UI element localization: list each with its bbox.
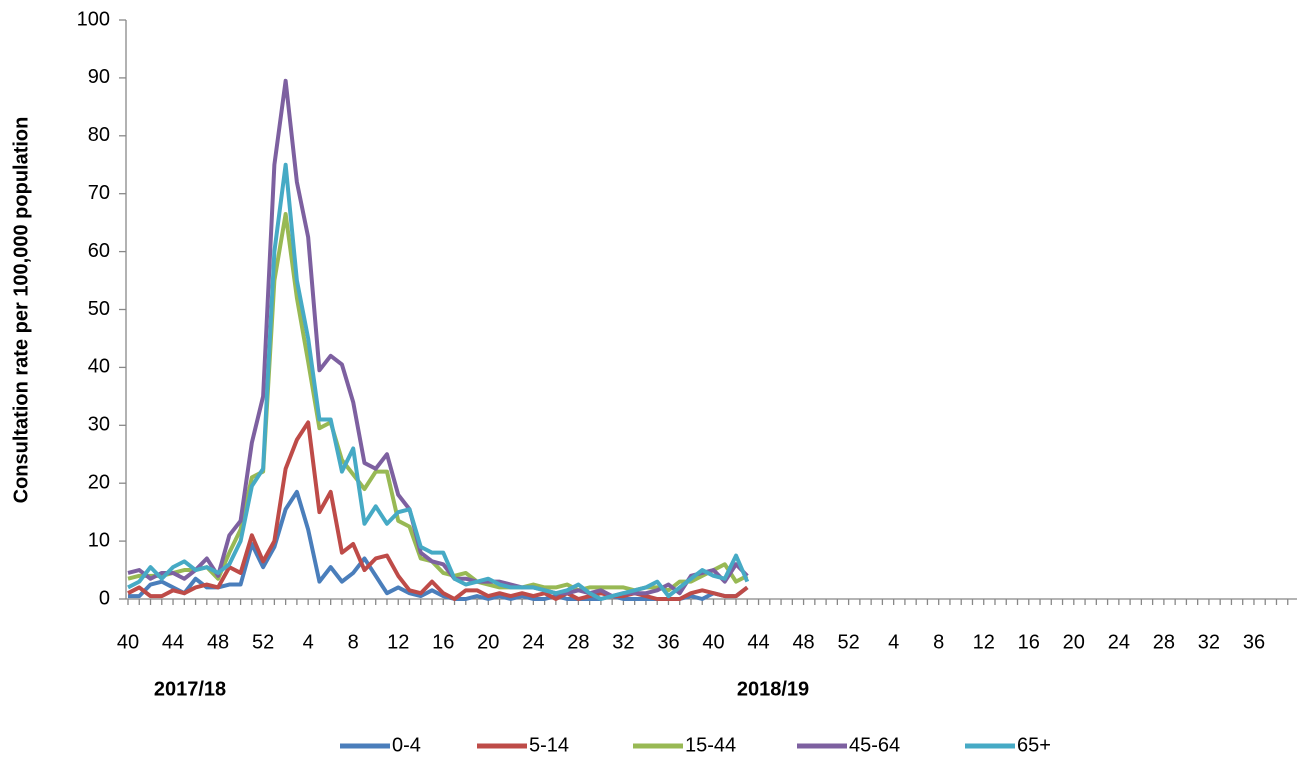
y-tick-label: 10 [88, 529, 110, 551]
legend-label: 5-14 [529, 734, 569, 756]
x-tick-label: 40 [702, 631, 724, 653]
x-tick-label: 36 [1243, 631, 1265, 653]
x-tick-label: 16 [432, 631, 454, 653]
legend-label: 65+ [1017, 734, 1051, 756]
x-tick-label: 8 [348, 631, 359, 653]
series-line [128, 489, 749, 601]
x-tick-label: 32 [612, 631, 634, 653]
x-tick-label: 32 [1198, 631, 1220, 653]
y-tick-label: 60 [88, 240, 110, 262]
x-tick-label: 44 [162, 631, 184, 653]
y-tick-label: 80 [88, 124, 110, 146]
x-tick-label: 44 [747, 631, 769, 653]
y-tick-label: 70 [88, 182, 110, 204]
legend-label: 15-44 [685, 734, 736, 756]
y-tick-label: 50 [88, 298, 110, 320]
x-tick-label: 52 [837, 631, 859, 653]
y-tick-label: 40 [88, 356, 110, 378]
y-tick-label: 0 [99, 587, 110, 609]
x-tick-label: 24 [1108, 631, 1130, 653]
x-tick-label: 48 [792, 631, 814, 653]
y-axis-label: Consultation rate per 100,000 population [10, 117, 32, 504]
y-tick-label: 30 [88, 414, 110, 436]
y-tick-label: 100 [77, 8, 110, 30]
x-tick-label: 48 [207, 631, 229, 653]
x-tick-label: 24 [522, 631, 544, 653]
series-line [127, 420, 749, 601]
legend-label: 0-4 [392, 734, 421, 756]
legend-label: 45-64 [849, 734, 900, 756]
series-line [127, 162, 750, 601]
season-label: 2018/19 [737, 678, 809, 700]
x-tick-label: 36 [657, 631, 679, 653]
x-tick-label: 28 [1153, 631, 1175, 653]
y-tick-label: 90 [88, 66, 110, 88]
x-tick-label: 12 [973, 631, 995, 653]
y-tick-label: 20 [88, 471, 110, 493]
x-tick-label: 20 [477, 631, 499, 653]
x-tick-label: 4 [303, 631, 314, 653]
season-label: 2017/18 [154, 678, 226, 700]
series-line [127, 78, 749, 599]
x-tick-label: 8 [933, 631, 944, 653]
x-tick-label: 28 [567, 631, 589, 653]
x-tick-label: 16 [1018, 631, 1040, 653]
x-tick-label: 20 [1063, 631, 1085, 653]
x-tick-label: 52 [252, 631, 274, 653]
x-tick-label: 12 [387, 631, 409, 653]
x-tick-label: 40 [117, 631, 139, 653]
x-tick-label: 4 [888, 631, 899, 653]
series-line [127, 211, 749, 593]
